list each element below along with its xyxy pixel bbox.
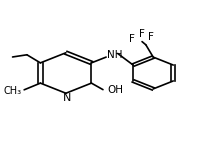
Text: N: N bbox=[63, 93, 71, 103]
Text: F: F bbox=[148, 32, 154, 42]
Text: F: F bbox=[129, 34, 135, 44]
Text: F: F bbox=[139, 29, 145, 39]
Text: OH: OH bbox=[108, 85, 124, 95]
Text: CH₃: CH₃ bbox=[4, 86, 22, 96]
Text: NH: NH bbox=[107, 50, 123, 60]
